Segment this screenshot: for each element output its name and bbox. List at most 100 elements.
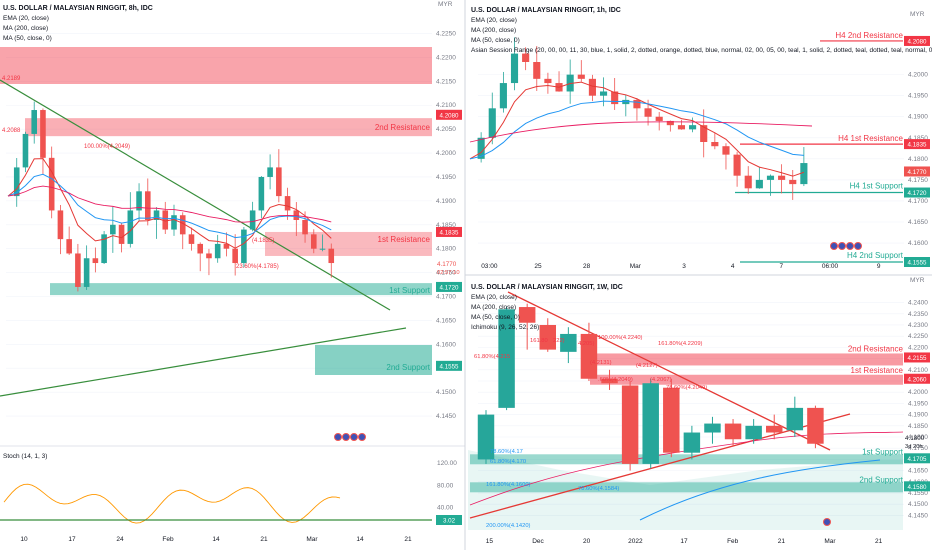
candle-body: [241, 229, 247, 264]
candle-body: [778, 175, 786, 180]
fib-label: (4.2127): [636, 363, 658, 369]
candle-body: [75, 253, 81, 287]
fib-label: 161.80%(4.2209): [658, 341, 703, 347]
zone-2nd-resistance: [596, 353, 903, 366]
chart-title: U.S. DOLLAR / MALAYSIAN RINGGIT, 1W, IDC: [471, 284, 623, 291]
x-tick-label: Mar: [306, 536, 318, 543]
fib-label: 200.00%(4.1420): [486, 523, 531, 529]
fib-label: 161.80%(4.1600): [486, 482, 531, 488]
ichimoku-cloud: [468, 450, 903, 530]
price-tag: [904, 166, 930, 177]
y-tick-label: 4.2000: [436, 150, 456, 157]
price-tag-label: 4.1720: [908, 190, 927, 197]
panel-1w[interactable]: 4.24004.23504.23004.22504.22004.21504.21…: [468, 277, 930, 545]
y-tick-label: 4.1900: [436, 198, 456, 205]
stoch-y-tick: 120.00: [437, 460, 457, 467]
price-tag-label: 4.2060: [908, 376, 927, 383]
candle-body: [711, 142, 719, 147]
candle-body: [588, 78, 596, 96]
fib-label: 4.2189: [2, 76, 21, 82]
price-tag: [436, 226, 462, 237]
price-tag-label: 4.1835: [440, 229, 459, 236]
event-flag: [334, 433, 342, 441]
label-h4-1st-resistance: H4 1st Resistance: [838, 134, 903, 143]
x-tick-label: 7: [780, 263, 784, 270]
x-tick-label: 4: [731, 263, 735, 270]
event-flag: [830, 242, 838, 250]
candle-body: [599, 91, 608, 96]
candle-body: [560, 333, 577, 352]
candle-body: [642, 383, 659, 464]
label-1st-resistance: 1st Resistance: [851, 366, 904, 375]
zone-1st-support: [50, 283, 432, 296]
y-tick-label: 4.2250: [908, 333, 928, 340]
candle-body: [171, 215, 177, 230]
label-h4-2nd-support: H4 2nd Support: [847, 251, 904, 260]
trendline-down: [507, 291, 831, 451]
candle-body: [57, 210, 64, 240]
x-tick-label: 17: [680, 538, 688, 545]
ma50-line: [639, 459, 881, 521]
label-h4-1st-support: H4 1st Support: [850, 182, 904, 191]
indicator-legend: Asian Session Range (20, 00, 00, 11, 30,…: [471, 47, 932, 54]
candle-body: [745, 425, 762, 440]
candle-body: [144, 191, 151, 220]
candle-body: [249, 210, 256, 230]
x-tick-label: Dec: [532, 538, 544, 545]
y-tick-label: 4.2200: [908, 344, 928, 351]
candle-body: [744, 175, 752, 189]
trendline-up: [469, 413, 851, 519]
candle-body: [22, 133, 29, 168]
fib-label: 61.80%(4.215: [474, 354, 510, 360]
candle-body: [724, 423, 742, 440]
y-tick-label: 4.1650: [908, 468, 928, 475]
x-tick-label: 06:00: [822, 263, 839, 270]
indicator-legend: EMA (20, close): [471, 17, 517, 24]
candle-body: [101, 234, 107, 264]
candle-body: [83, 258, 90, 287]
x-tick-label: 9: [877, 263, 881, 270]
zone-2nd-resistance: [25, 118, 432, 137]
candle-body: [40, 110, 46, 158]
candle-body: [319, 248, 326, 250]
zone-2nd-support: [315, 345, 432, 375]
candle-body: [214, 243, 221, 259]
candle-body: [110, 224, 116, 235]
candle-body: [704, 423, 721, 433]
y-tick-label: 4.2250: [436, 31, 456, 38]
stoch-y-tick: 40.00: [437, 505, 454, 512]
ma200-line: [469, 121, 813, 143]
candle-body: [789, 179, 797, 185]
event-flag: [838, 242, 846, 250]
stoch-label: Stoch (14, 1, 3): [3, 453, 47, 460]
y-tick-label: 4.1800: [436, 246, 456, 253]
zone-top-resistance: [0, 47, 432, 84]
x-tick-label: 10: [20, 536, 28, 543]
candle-body: [31, 110, 38, 134]
price-tag: [904, 35, 930, 46]
y-tick-label: 4.2350: [908, 311, 928, 318]
candle-body: [633, 99, 641, 109]
indicator-legend: MA (200, close): [471, 304, 516, 311]
y-tick-label: 4.1750: [436, 270, 456, 277]
y-tick-label: 4.1850: [908, 135, 928, 142]
price-tag-label: 4.1580: [908, 484, 927, 491]
ema-line: [469, 81, 805, 177]
fib-label: .60%(4.2049): [598, 377, 633, 383]
candle-body: [786, 407, 804, 431]
x-tick-label: 3: [682, 263, 686, 270]
zone-2nd-support: [470, 482, 903, 493]
panel-1h[interactable]: 4.20004.19504.19004.18504.18004.17504.17…: [465, 7, 932, 276]
price-tag-label: 4.1705: [908, 456, 927, 463]
x-tick-label: 03:00: [481, 263, 498, 270]
x-tick-label: 21: [404, 536, 412, 543]
fib-label: (4.1835): [252, 238, 274, 244]
panel-8h[interactable]: 4.2250 4.2200 4.2150 4.2100 4.2050 4.2000 4.19…: [0, 0, 466, 550]
last-price-label: 4.1770: [437, 261, 457, 268]
indicator-legend: MA (50, close, 0): [471, 314, 520, 321]
event-flag: [823, 518, 831, 526]
candle-body: [92, 258, 99, 264]
y-tick-label: 4.1900: [908, 114, 928, 121]
y-tick-label: 4.2050: [436, 126, 456, 133]
